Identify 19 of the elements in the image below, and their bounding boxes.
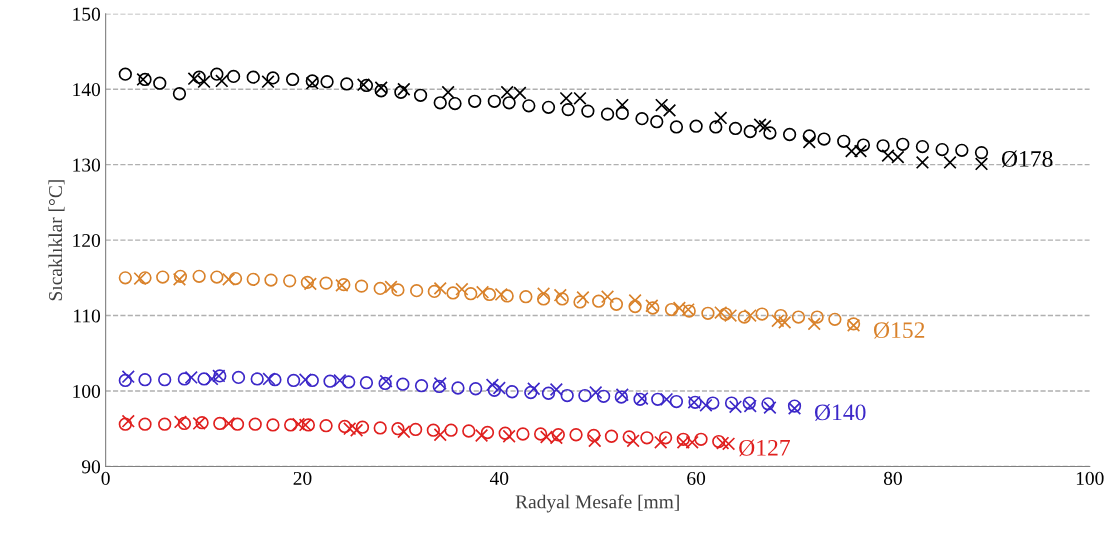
y-tick-label: 120 <box>73 233 101 248</box>
x-axis-title: Radyal Mesafe [mm] <box>515 494 679 513</box>
y-tick-label: 140 <box>73 83 101 97</box>
y-tick-label: 110 <box>74 309 101 323</box>
x-tick-label: 60 <box>687 471 706 485</box>
series-label: Ø140 <box>814 404 866 421</box>
x-tick-label: 80 <box>883 471 902 485</box>
x-tick-label: 40 <box>489 471 509 485</box>
series-label: Ø152 <box>873 321 925 339</box>
x-tick-label: 100 <box>1076 471 1104 485</box>
series-label: Ø178 <box>1001 150 1053 168</box>
y-tick-label: 130 <box>73 158 101 172</box>
series-label: Ø127 <box>739 439 790 457</box>
y-tick-label: 100 <box>73 384 101 398</box>
x-tick-label: 20 <box>293 471 312 485</box>
y-tick-label: 150 <box>73 7 101 21</box>
x-tick-label: 0 <box>101 471 110 485</box>
y-axis-title: Sıcaklıklar [°C] <box>48 180 65 301</box>
y-tick-label: 90 <box>81 460 101 474</box>
